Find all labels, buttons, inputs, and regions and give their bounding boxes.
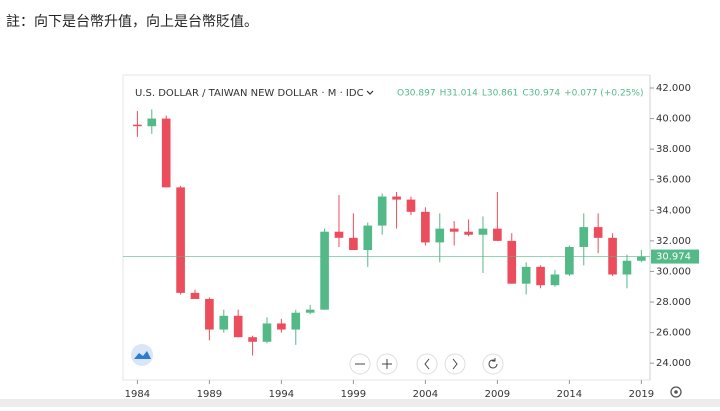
tv-logo[interactable] [131,344,153,366]
candle-body [435,228,445,243]
candle-body [205,298,214,330]
bottom-bar [0,399,720,407]
plus-icon [382,359,392,369]
scroll-right-button[interactable] [444,353,466,375]
y-tick-label: 32.000 [656,236,691,247]
candle-body [421,211,430,243]
candle-body [262,323,272,342]
y-tick-label: 30.000 [656,266,691,277]
ohlc-value: +0.077 (+0.25%) [564,89,643,99]
candle-body [478,228,488,235]
left-icon [424,358,430,370]
y-tick-label: 36.000 [656,175,691,186]
ohlc-value: C30.974 [522,89,560,99]
last-price-label: 30.974 [656,252,691,263]
ohlc-value: L30.861 [482,89,519,99]
reset-button[interactable] [482,353,504,375]
candle-body [507,240,517,284]
candle-body [320,231,329,310]
candle-body [248,337,257,342]
plot [123,109,650,356]
candle-body [579,227,589,247]
x-tick-label: 1984 [125,389,150,400]
candle-body [493,228,502,241]
note: 註：向下是台幣升值，向上是台幣貶值。 [6,14,258,30]
zoom-controls [349,353,504,375]
candle-body [305,309,315,313]
last-price-box [651,249,699,264]
y-tick-label: 24.000 [656,358,691,369]
candle-body [565,246,574,275]
ohlc-value: H31.014 [440,89,479,99]
x-tick-label: 2009 [485,389,510,400]
candle-body [133,124,142,127]
candle-body [363,225,373,251]
settings-button[interactable] [670,386,682,398]
candle-body [521,266,531,284]
candle-body [334,231,344,238]
candle-body [233,315,243,338]
ohlc-legend: O30.897 H31.014 L30.861 C30.974 +0.077 (+0.2… [397,89,643,99]
x-tick-label: 1994 [269,389,294,400]
candle-body [291,312,301,330]
candle-body [622,260,632,275]
candle-body [161,118,171,188]
candle-body [349,237,358,251]
right-icon [452,358,458,370]
y-tick-label: 34.000 [656,205,691,216]
x-tick-label: 1989 [197,389,222,400]
candle-body [464,231,473,235]
candle-body [550,274,560,286]
candle-body [147,118,157,127]
candle-body [277,323,286,330]
candle-body [406,199,416,212]
candle-body [536,266,545,286]
candle-body [176,187,185,293]
x-tick-label: 2014 [557,389,582,400]
y-tick-label: 42.000 [656,83,691,94]
y-tick-label: 40.000 [656,114,691,125]
x-tick-label: 2019 [629,389,654,400]
y-tick-label: 38.000 [656,144,691,155]
candle-body [377,196,387,226]
x-tick-label: 1999 [341,389,366,400]
candle-body [392,196,401,200]
y-tick-label: 26.000 [656,328,691,339]
x-tick-label: 2004 [413,389,438,400]
scroll-left-button[interactable] [416,353,438,375]
candle-body [449,228,459,232]
symbol-menu[interactable] [366,90,374,95]
candle-body [190,292,200,299]
candle-body [219,315,229,330]
y-tick-label: 28.000 [656,297,691,308]
chart-title: U.S. DOLLAR / TAIWAN NEW DOLLAR · M · ID… [135,88,364,99]
reset-icon [488,358,498,369]
chart-frame [122,74,651,381]
candle-body [593,227,603,238]
ohlc-value: O30.897 [397,89,436,99]
candle-body [637,256,646,261]
